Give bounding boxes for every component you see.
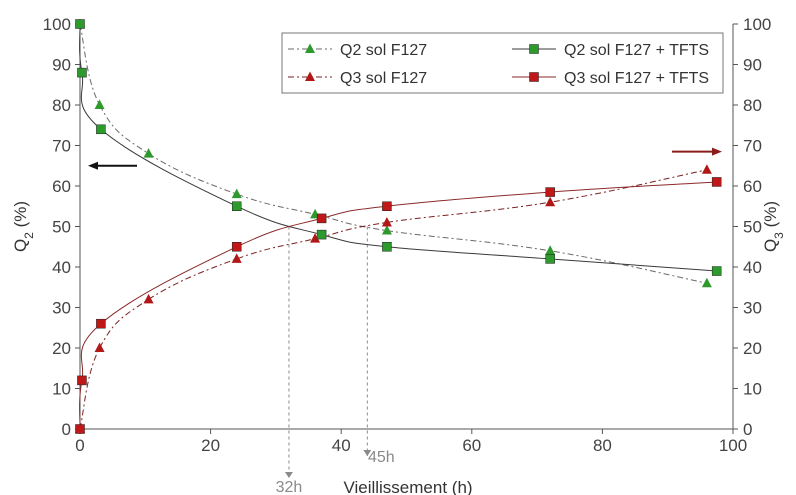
point-q2-sol-f127 <box>143 148 154 158</box>
point-q3-sol-f127 <box>701 164 712 174</box>
series-line-q3-sol-f127 <box>79 169 708 430</box>
y-right-tick-label: 10 <box>743 380 762 399</box>
series-markers <box>75 18 722 434</box>
x-axis-label: Vieillissement (h) <box>343 478 472 495</box>
legend-label-q3-sol-f127: Q3 sol F127 <box>340 70 427 87</box>
y-right-tick-label: 50 <box>743 218 762 237</box>
x-tick-label: 60 <box>462 436 481 455</box>
point-q3-sol-f127 <box>143 293 154 304</box>
y-left-tick-label: 80 <box>52 96 71 115</box>
point-q2-sol-f127 <box>545 245 556 255</box>
y-right-tick-label: 60 <box>743 177 762 196</box>
x-tick-label: 80 <box>593 436 612 455</box>
y-left-axis-label: Q2 (%) <box>11 201 36 252</box>
point-q3-sol-f127 <box>310 233 321 243</box>
x-tick-label: 20 <box>201 436 220 455</box>
y-left-tick-label: 0 <box>62 420 71 439</box>
y-right-tick-label: 70 <box>743 137 762 156</box>
x-tick-label: 0 <box>75 436 84 455</box>
x-tick-label: 100 <box>719 436 747 455</box>
annotation-label: 32h <box>276 479 303 495</box>
legend-label-q3-sol-f127-tfts: Q3 sol F127 + TFTS <box>564 70 709 87</box>
point-q2-sol-f127-tfts <box>231 201 242 211</box>
y-right-tick-label: 40 <box>743 258 762 277</box>
y-left-tick-label: 50 <box>52 218 71 237</box>
legend: Q2 sol F127 Q3 sol F127 Q2 sol F127 + TFTS… <box>281 32 724 94</box>
point-q2-sol-f127-tfts <box>316 229 327 240</box>
x-tick-label: 40 <box>332 436 351 455</box>
point-q3-sol-f127-tfts <box>545 187 555 197</box>
y-right-axis-label: Q3 (%) <box>761 201 786 252</box>
point-q2-sol-f127-tfts <box>711 266 722 276</box>
point-q2-sol-f127-tfts <box>77 67 87 78</box>
legend-marker-q2-sol-f127 <box>305 43 315 53</box>
legend-label-q2-sol-f127: Q2 sol F127 <box>340 42 427 59</box>
axis-labels: Q2 (%) Q3 (%) Vieillissement (h) <box>11 201 786 495</box>
point-q3-sol-f127-tfts <box>96 318 106 329</box>
y-left-tick-label: 40 <box>52 258 71 277</box>
y-right-tick-label: 30 <box>743 299 762 318</box>
y-left-tick-label: 70 <box>52 137 71 156</box>
point-q2-sol-f127 <box>381 225 392 235</box>
y-left-tick-label: 60 <box>52 177 71 196</box>
point-q3-sol-f127 <box>381 216 392 227</box>
y-left-tick-label: 30 <box>52 299 71 318</box>
y-right-axis: 0 10 20 30 40 50 60 70 80 90 100 <box>733 15 771 439</box>
point-q2-sol-f127-tfts <box>75 19 85 29</box>
y-right-tick-label: 20 <box>743 339 762 358</box>
annotation-label: 45h <box>368 449 395 466</box>
annotation-arrowhead <box>284 472 293 478</box>
point-q2-sol-f127-tfts <box>382 242 392 252</box>
y-left-axis: 0 10 20 30 40 50 60 70 80 90 100 <box>43 15 80 439</box>
point-q2-sol-f127 <box>231 188 242 199</box>
series-line-q3-sol-f127-tfts <box>79 181 717 430</box>
annotation-arrowhead <box>363 450 372 456</box>
point-q2-sol-f127-tfts <box>96 124 106 135</box>
y-left-tick-label: 10 <box>52 380 71 399</box>
point-q2-sol-f127 <box>94 99 105 109</box>
legend-marker-q3-sol-f127 <box>305 71 315 81</box>
point-q3-sol-f127-tfts <box>75 424 85 434</box>
point-q3-sol-f127 <box>231 253 242 263</box>
y-right-tick-label: 100 <box>743 15 771 34</box>
left-axis-arrowhead <box>88 161 98 170</box>
legend-label-q2-sol-f127-tfts: Q2 sol F127 + TFTS <box>564 42 709 59</box>
point-q3-sol-f127 <box>545 196 556 207</box>
legend-marker-q2-sol-f127-tfts <box>529 44 539 54</box>
y-right-tick-label: 80 <box>743 96 762 115</box>
point-q2-sol-f127-tfts <box>545 254 555 264</box>
annotation-lines: 32h 45h <box>276 226 395 495</box>
point-q3-sol-f127-tfts <box>382 201 392 211</box>
point-q3-sol-f127 <box>94 342 105 352</box>
y-left-tick-label: 90 <box>52 56 71 75</box>
y-left-tick-label: 100 <box>43 15 71 34</box>
point-q3-sol-f127-tfts <box>316 213 327 224</box>
point-q2-sol-f127 <box>701 277 712 288</box>
legend-box <box>281 32 724 94</box>
y-right-tick-label: 90 <box>743 56 762 75</box>
point-q3-sol-f127-tfts <box>77 375 87 386</box>
point-q3-sol-f127-tfts <box>231 242 242 252</box>
point-q3-sol-f127-tfts <box>711 177 722 187</box>
right-axis-arrowhead <box>712 147 722 156</box>
axis-arrows <box>88 147 722 170</box>
y-left-tick-label: 20 <box>52 339 71 358</box>
y-right-tick-label: 0 <box>743 420 752 439</box>
legend-marker-q3-sol-f127-tfts <box>529 72 539 82</box>
x-axis: 0 20 40 60 80 100 <box>75 429 747 455</box>
